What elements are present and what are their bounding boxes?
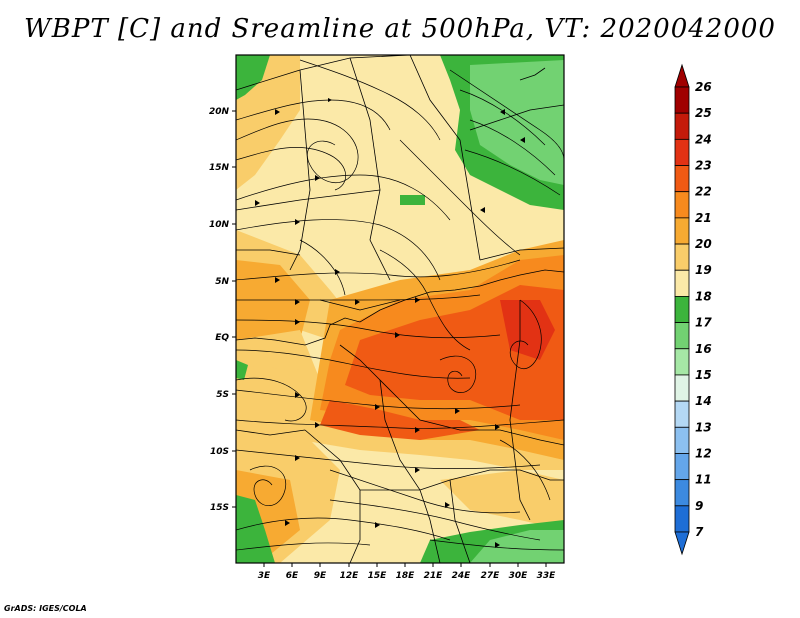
x-tick-label: 3E	[258, 571, 271, 581]
colorbar-swatch	[674, 322, 690, 350]
x-axis-ticks	[263, 563, 547, 567]
colorbar-label: 25	[695, 106, 712, 120]
colorbar-label: 7	[695, 525, 704, 539]
colorbar-swatch	[674, 243, 690, 271]
colorbar-swatch	[674, 453, 690, 481]
colorbar-label: 21	[695, 211, 712, 225]
colorbar-label: 13	[695, 420, 712, 434]
x-tick-label: 9E	[314, 571, 327, 581]
grads-credit: GrADS: IGES/COLA	[4, 604, 87, 613]
colorbar-label: 19	[695, 263, 712, 277]
colorbar-swatch	[674, 191, 690, 219]
y-tick-label: 5N	[215, 277, 229, 287]
colorbar-swatch	[674, 479, 690, 507]
colorbar-label: 26	[695, 80, 712, 94]
colorbar-swatch	[674, 296, 690, 323]
streamline-arrows	[255, 109, 525, 548]
x-tick-label: 33E	[537, 571, 557, 581]
y-tick-label: EQ	[215, 333, 229, 343]
colorbar-label: 17	[695, 316, 712, 330]
colorbar-swatch	[674, 138, 690, 166]
colorbar-label: 20	[695, 237, 712, 251]
colorbar-swatch	[674, 269, 690, 297]
colorbar-label: 16	[695, 342, 712, 356]
x-tick-label: 18E	[396, 571, 416, 581]
x-tick-label: 27E	[481, 571, 501, 581]
colorbar-label: 15	[695, 368, 712, 382]
x-tick-label: 6E	[286, 571, 299, 581]
colorbar	[674, 63, 690, 556]
colorbar-label: 9	[695, 499, 703, 513]
colorbar-label: 22	[695, 185, 712, 199]
colorbar-swatch	[674, 165, 690, 193]
country-borders	[236, 55, 564, 563]
colorbar-swatch	[674, 348, 690, 376]
colorbar-labels: 26 25 24 23 22 21 20 19 18 17 16 15 14 13 12 11 9 7	[695, 80, 712, 539]
x-tick-label: 15E	[368, 571, 388, 581]
colorbar-swatch	[674, 374, 690, 402]
colorbar-label: 23	[695, 159, 712, 173]
map-title: WBPT [C] and Sreamline at 500hPa, VT: 20…	[24, 14, 776, 44]
plot-frame	[235, 54, 565, 564]
y-tick-label: 10S	[210, 447, 229, 457]
colorbar-label: 24	[695, 132, 712, 146]
streamlines	[236, 59, 564, 551]
colorbar-swatch	[674, 112, 690, 140]
y-tick-label: 15N	[209, 163, 230, 173]
wbpt-shading	[236, 55, 564, 563]
y-tick-label: 10N	[209, 220, 230, 230]
colorbar-label: 14	[695, 394, 712, 408]
colorbar-label: 11	[695, 473, 712, 487]
colorbar-swatch	[674, 426, 690, 454]
x-tick-label: 30E	[509, 571, 529, 581]
colorbar-swatch	[674, 86, 690, 114]
colorbar-bottom-arrow	[674, 531, 690, 556]
y-tick-label: 20N	[209, 107, 230, 117]
x-tick-label: 24E	[452, 571, 472, 581]
x-tick-label: 21E	[424, 571, 444, 581]
colorbar-swatch	[674, 400, 690, 428]
colorbar-swatch	[674, 505, 690, 533]
colorbar-swatch	[674, 217, 690, 245]
y-tick-label: 15S	[210, 503, 229, 513]
y-axis-ticks	[232, 110, 236, 508]
x-tick-label: 12E	[340, 571, 360, 581]
colorbar-label: 18	[695, 289, 712, 303]
colorbar-top-arrow	[674, 63, 690, 88]
y-tick-label: 5S	[216, 390, 229, 400]
colorbar-label: 12	[695, 446, 712, 460]
